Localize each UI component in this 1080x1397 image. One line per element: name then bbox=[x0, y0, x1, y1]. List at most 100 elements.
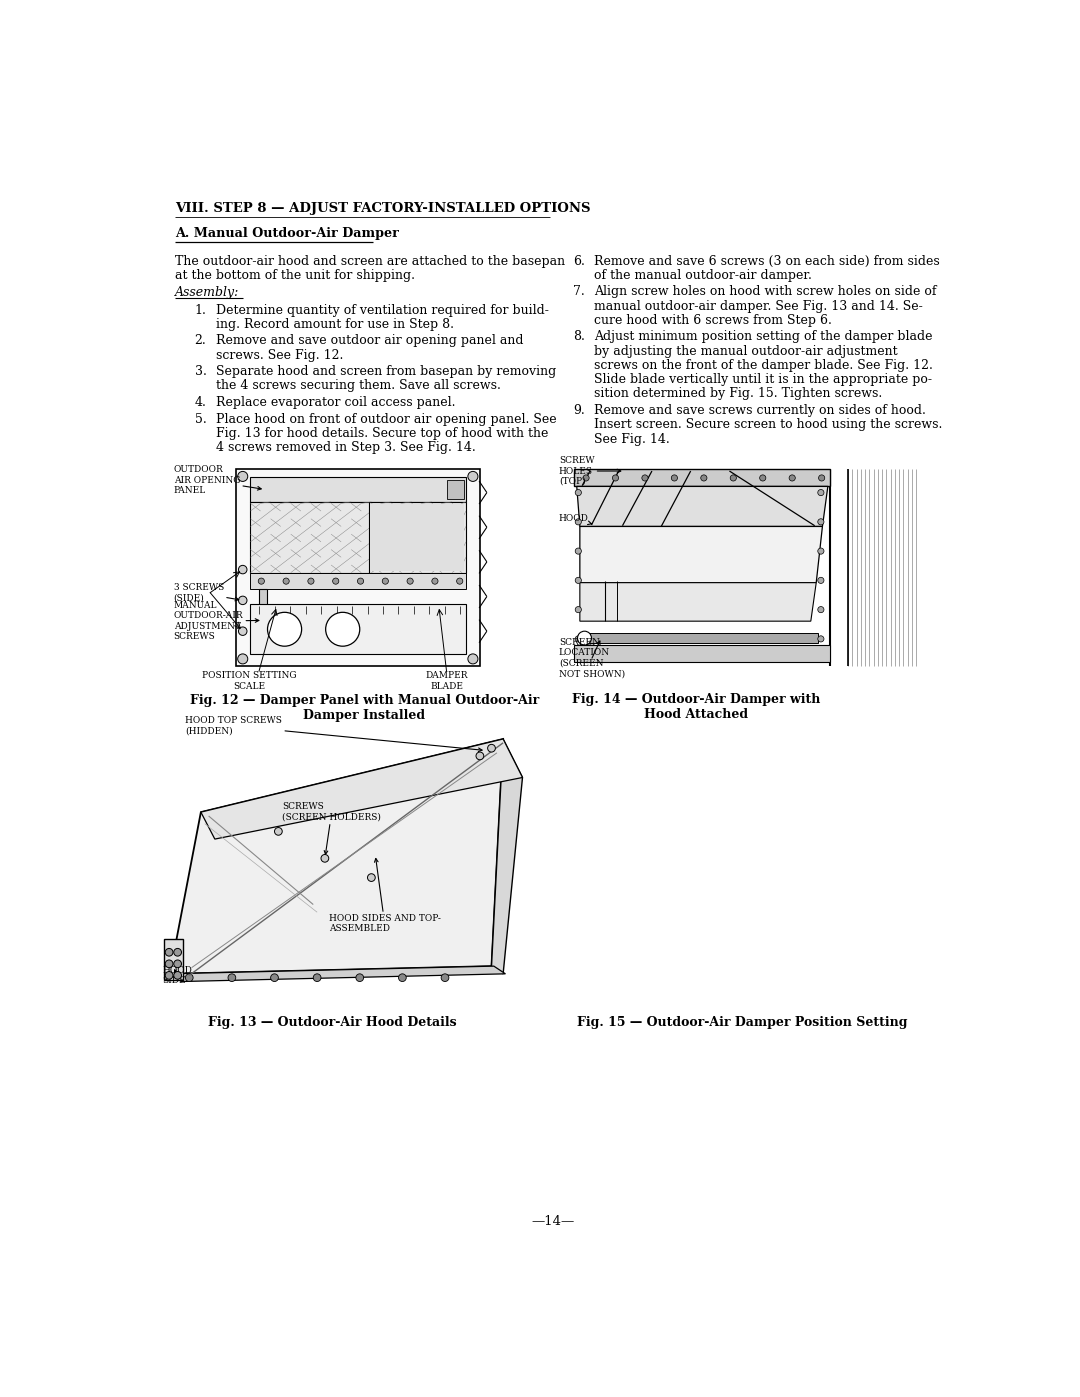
Circle shape bbox=[313, 974, 321, 982]
Polygon shape bbox=[164, 939, 183, 979]
Text: 2.: 2. bbox=[194, 334, 206, 348]
Circle shape bbox=[274, 827, 282, 835]
Text: Replace evaporator coil access panel.: Replace evaporator coil access panel. bbox=[216, 395, 455, 409]
Circle shape bbox=[818, 577, 824, 584]
Polygon shape bbox=[577, 486, 828, 527]
Circle shape bbox=[228, 974, 235, 982]
Text: DAMPER
BLADE: DAMPER BLADE bbox=[426, 671, 468, 690]
Circle shape bbox=[818, 489, 824, 496]
Text: HOOD: HOOD bbox=[559, 514, 592, 524]
Circle shape bbox=[612, 475, 619, 481]
Circle shape bbox=[283, 578, 289, 584]
Text: 6.: 6. bbox=[572, 254, 584, 268]
Text: at the bottom of the unit for shipping.: at the bottom of the unit for shipping. bbox=[175, 268, 416, 282]
Text: manual outdoor-air damper. See Fig. 13 and 14. Se-: manual outdoor-air damper. See Fig. 13 a… bbox=[594, 300, 922, 313]
Circle shape bbox=[174, 971, 181, 979]
Text: Fig. 12 — Damper Panel with Manual Outdoor-Air
Damper Installed: Fig. 12 — Damper Panel with Manual Outdo… bbox=[190, 694, 539, 722]
Text: Fig. 14 — Outdoor-Air Damper with
Hood Attached: Fig. 14 — Outdoor-Air Damper with Hood A… bbox=[572, 693, 821, 721]
Circle shape bbox=[432, 578, 438, 584]
Circle shape bbox=[271, 974, 279, 982]
Text: SCREW
HOLES
(TOP): SCREW HOLES (TOP) bbox=[559, 455, 621, 486]
Text: See Fig. 14.: See Fig. 14. bbox=[594, 433, 670, 446]
Text: Remove and save screws currently on sides of hood.: Remove and save screws currently on side… bbox=[594, 404, 926, 418]
Text: SCREWS
(SCREEN HOLDERS): SCREWS (SCREEN HOLDERS) bbox=[282, 802, 381, 855]
Text: 4 screws removed in Step 3. See Fig. 14.: 4 screws removed in Step 3. See Fig. 14. bbox=[216, 441, 475, 454]
Text: by adjusting the manual outdoor-air adjustment: by adjusting the manual outdoor-air adju… bbox=[594, 345, 897, 358]
Bar bbox=[447, 481, 464, 499]
Circle shape bbox=[576, 548, 581, 555]
Bar bbox=[575, 469, 831, 486]
Text: HOOD SIDES AND TOP-
ASSEMBLED: HOOD SIDES AND TOP- ASSEMBLED bbox=[328, 859, 441, 933]
Circle shape bbox=[399, 974, 406, 982]
Text: Adjust minimum position setting of the damper blade: Adjust minimum position setting of the d… bbox=[594, 331, 932, 344]
Circle shape bbox=[818, 518, 824, 525]
Text: The outdoor-air hood and screen are attached to the basepan: The outdoor-air hood and screen are atta… bbox=[175, 254, 566, 268]
Polygon shape bbox=[170, 967, 505, 982]
Circle shape bbox=[174, 960, 181, 968]
Text: 5.: 5. bbox=[194, 412, 206, 426]
Text: POSITION SETTING
SCALE: POSITION SETTING SCALE bbox=[202, 671, 297, 690]
Bar bbox=[575, 645, 831, 662]
Bar bbox=[249, 605, 465, 654]
Text: ing. Record amount for use in Step 8.: ing. Record amount for use in Step 8. bbox=[216, 317, 454, 331]
Circle shape bbox=[367, 873, 375, 882]
Circle shape bbox=[356, 974, 364, 982]
Text: Align screw holes on hood with screw holes on side of: Align screw holes on hood with screw hol… bbox=[594, 285, 936, 299]
Circle shape bbox=[576, 606, 581, 613]
Circle shape bbox=[382, 578, 389, 584]
Circle shape bbox=[357, 578, 364, 584]
Bar bbox=[249, 573, 465, 588]
Text: 3.: 3. bbox=[194, 365, 206, 379]
Bar bbox=[580, 633, 818, 643]
Circle shape bbox=[174, 949, 181, 956]
Text: cure hood with 6 screws from Step 6.: cure hood with 6 screws from Step 6. bbox=[594, 314, 832, 327]
Text: sition determined by Fig. 15. Tighten screws.: sition determined by Fig. 15. Tighten sc… bbox=[594, 387, 882, 401]
Circle shape bbox=[819, 475, 825, 481]
Text: —14—: —14— bbox=[531, 1215, 576, 1228]
Bar bbox=[249, 502, 465, 573]
Circle shape bbox=[326, 612, 360, 647]
Text: Remove and save outdoor air opening panel and: Remove and save outdoor air opening pane… bbox=[216, 334, 523, 348]
Text: HOOD
SIDE: HOOD SIDE bbox=[162, 965, 192, 985]
Circle shape bbox=[333, 578, 339, 584]
Text: screws on the front of the damper blade. See Fig. 12.: screws on the front of the damper blade.… bbox=[594, 359, 933, 372]
Text: Fig. 15 — Outdoor-Air Damper Position Setting: Fig. 15 — Outdoor-Air Damper Position Se… bbox=[578, 1016, 908, 1030]
Polygon shape bbox=[201, 739, 523, 840]
Circle shape bbox=[407, 578, 414, 584]
Text: MANUAL
OUTDOOR-AIR
ADJUSTMENT
SCREWS: MANUAL OUTDOOR-AIR ADJUSTMENT SCREWS bbox=[174, 601, 259, 641]
Text: Slide blade vertically until it is in the appropriate po-: Slide blade vertically until it is in th… bbox=[594, 373, 932, 386]
Text: Insert screen. Secure screen to hood using the screws.: Insert screen. Secure screen to hood usi… bbox=[594, 418, 942, 432]
Bar bbox=[370, 504, 464, 571]
Text: A. Manual Outdoor-Air Damper: A. Manual Outdoor-Air Damper bbox=[175, 226, 400, 240]
Text: of the manual outdoor-air damper.: of the manual outdoor-air damper. bbox=[594, 268, 812, 282]
Circle shape bbox=[701, 475, 707, 481]
Circle shape bbox=[258, 578, 265, 584]
Circle shape bbox=[576, 636, 581, 643]
Text: Place hood on front of outdoor air opening panel. See: Place hood on front of outdoor air openi… bbox=[216, 412, 556, 426]
Circle shape bbox=[818, 606, 824, 613]
Circle shape bbox=[321, 855, 328, 862]
Circle shape bbox=[672, 475, 677, 481]
Circle shape bbox=[239, 627, 247, 636]
Circle shape bbox=[642, 475, 648, 481]
Polygon shape bbox=[170, 739, 503, 974]
Text: Assembly:: Assembly: bbox=[175, 286, 240, 299]
Text: 7.: 7. bbox=[572, 285, 584, 299]
Circle shape bbox=[576, 489, 581, 496]
Text: 3 SCREWS
(SIDE): 3 SCREWS (SIDE) bbox=[174, 583, 239, 602]
Bar bbox=[249, 478, 465, 502]
Circle shape bbox=[468, 654, 478, 664]
Polygon shape bbox=[580, 583, 816, 622]
Text: Separate hood and screen from basepan by removing: Separate hood and screen from basepan by… bbox=[216, 365, 556, 379]
Polygon shape bbox=[491, 739, 523, 974]
Circle shape bbox=[818, 548, 824, 555]
Circle shape bbox=[583, 475, 590, 481]
Bar bbox=[235, 469, 480, 666]
Circle shape bbox=[239, 597, 247, 605]
Polygon shape bbox=[580, 527, 823, 583]
Circle shape bbox=[576, 518, 581, 525]
Circle shape bbox=[238, 471, 247, 482]
Circle shape bbox=[186, 974, 193, 982]
Circle shape bbox=[576, 577, 581, 584]
Circle shape bbox=[165, 971, 173, 979]
